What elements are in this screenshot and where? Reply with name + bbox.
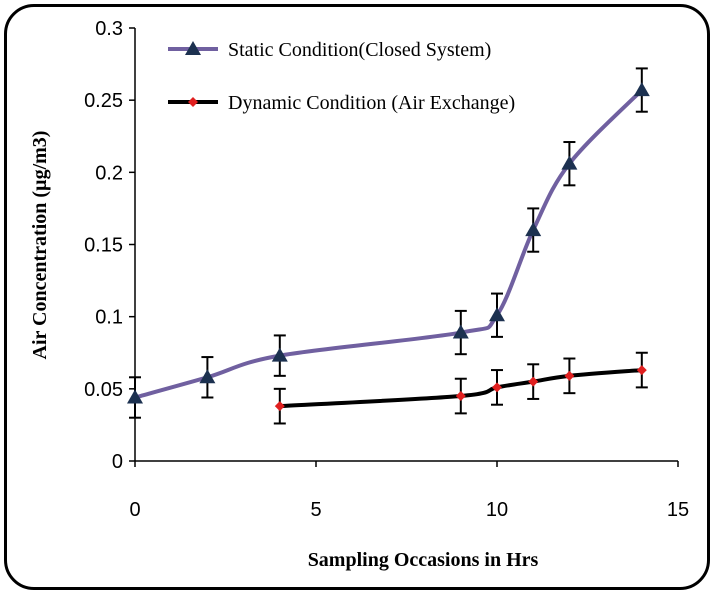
data-point (274, 401, 285, 412)
y-tick-label: 0.3 (95, 18, 123, 40)
data-point (199, 369, 216, 384)
data-point (127, 389, 143, 404)
y-tick-label: 0.25 (84, 90, 123, 112)
x-tick-label: 15 (667, 499, 689, 521)
legend-entry: Static Condition(Closed System) (168, 39, 491, 61)
y-axis-title: Air Concentration (µg/m3) (29, 131, 51, 360)
data-point (528, 376, 539, 387)
data-point (525, 222, 542, 237)
data-point (452, 324, 469, 339)
data-point (564, 370, 575, 381)
legend-marker (185, 41, 201, 55)
x-tick-label: 0 (129, 499, 140, 521)
legend-marker (188, 97, 198, 107)
chart-frame (4, 4, 710, 590)
series-static (127, 67, 650, 419)
legend-entry: Dynamic Condition (Air Exchange) (168, 92, 515, 114)
x-axis-title: Sampling Occasions in Hrs (308, 549, 539, 571)
y-tick-label: 0.15 (84, 235, 123, 257)
y-tick-label: 0 (112, 451, 123, 473)
series-dynamic (273, 351, 648, 425)
legend: Static Condition(Closed System) Dynamic C… (168, 39, 515, 114)
y-tick-label: 0.2 (95, 162, 123, 184)
legend-label: Static Condition(Closed System) (228, 39, 491, 61)
series-line (134, 88, 644, 400)
x-tick-label: 10 (486, 499, 508, 521)
series-layer (127, 67, 650, 425)
data-point (561, 155, 578, 170)
data-point (489, 307, 505, 322)
data-point (455, 391, 466, 402)
x-tick-label: 5 (310, 499, 321, 521)
data-point (636, 365, 647, 376)
data-point (271, 347, 288, 362)
legend-label: Dynamic Condition (Air Exchange) (228, 92, 515, 114)
y-tick-label: 0.05 (84, 379, 123, 401)
data-point (633, 82, 650, 97)
y-tick-label: 0.1 (95, 307, 123, 329)
data-point (492, 382, 502, 393)
